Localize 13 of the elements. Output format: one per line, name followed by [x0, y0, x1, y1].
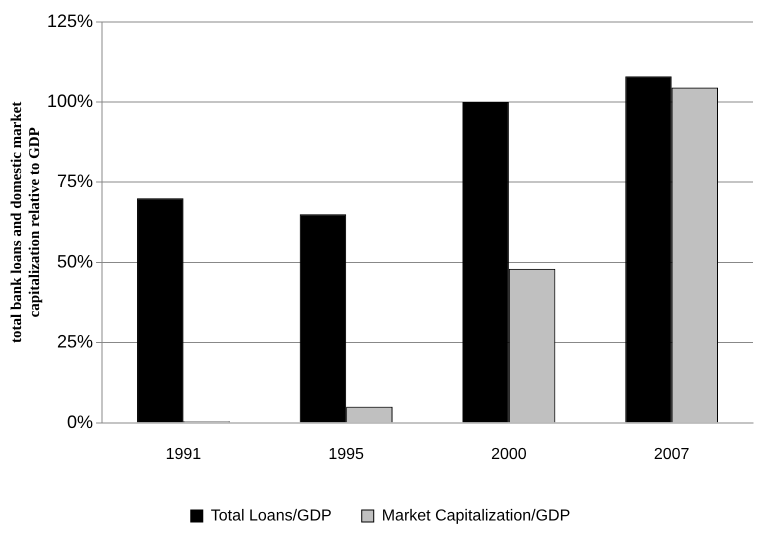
- y-tick-label: 0%: [67, 412, 94, 432]
- y-tick-label: 125%: [46, 10, 94, 31]
- y-tick-label: 50%: [57, 251, 94, 272]
- y-tick-label: 25%: [57, 332, 94, 352]
- x-tick-label: 1995: [328, 446, 364, 463]
- y-axis-title: total bank loans and domestic market capitalization relative to GDP: [8, 102, 43, 343]
- y-tick-label: 75%: [57, 171, 94, 192]
- x-tick-label: 2007: [654, 446, 690, 463]
- x-tick-label: 2000: [491, 446, 527, 463]
- y-tick-label: 100%: [46, 90, 94, 111]
- legend-label: Total Loans/GDP: [210, 507, 332, 524]
- x-tick-label: 1991: [166, 446, 202, 463]
- legend-label: Market Capitalization/GDP: [382, 507, 570, 524]
